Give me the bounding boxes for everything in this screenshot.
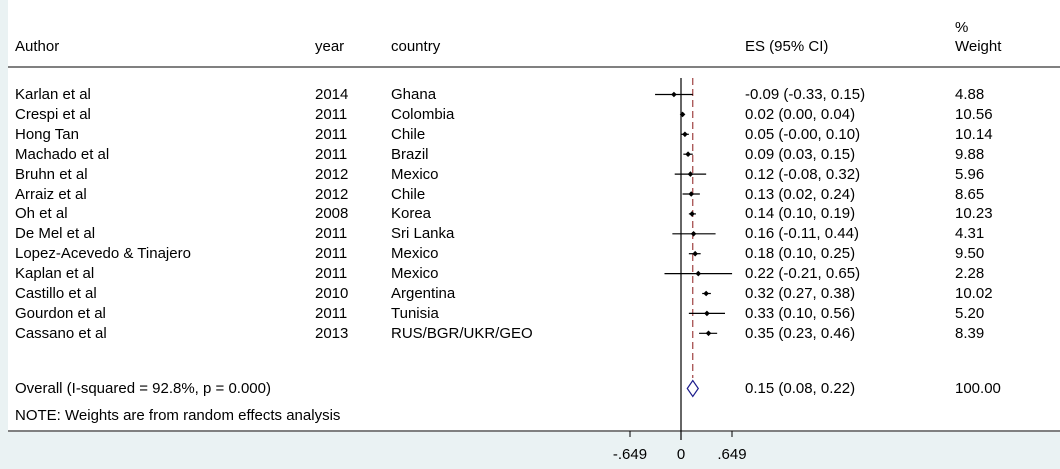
study-es: 0.33 (0.10, 0.56) [745, 304, 856, 322]
study-es: 0.12 (-0.08, 0.32) [745, 165, 861, 183]
study-weight: 9.88 [955, 145, 985, 163]
study-author: Machado et al [15, 145, 110, 163]
study-es: 0.13 (0.02, 0.24) [745, 185, 856, 203]
study-point [704, 310, 710, 317]
study-year: 2011 [315, 145, 348, 163]
study-es: 0.14 (0.10, 0.19) [745, 205, 856, 223]
overall-es: 0.15 (0.08, 0.22) [745, 380, 856, 397]
study-author: Karlan et al [15, 86, 91, 103]
study-year: 2012 [315, 185, 349, 203]
study-author: Gourdon et al [15, 304, 106, 322]
study-country: Colombia [391, 105, 455, 123]
study-es: 0.05 (-0.00, 0.10) [745, 125, 861, 143]
study-weight: 10.14 [955, 125, 993, 143]
study-point [685, 151, 691, 157]
plot-panel [8, 0, 1060, 432]
overall-weight: 100.00 [955, 380, 1001, 397]
study-year: 2010 [315, 285, 349, 302]
study-author: Crespi et al [15, 105, 91, 123]
study-weight: 5.96 [955, 165, 985, 183]
study-weight: 5.20 [955, 304, 985, 322]
study-es: 0.32 (0.27, 0.38) [745, 285, 856, 302]
study-year: 2011 [315, 304, 348, 322]
study-point [690, 231, 697, 237]
study-weight: 10.02 [955, 285, 993, 302]
study-es: 0.35 (0.23, 0.46) [745, 324, 856, 342]
study-point [692, 250, 698, 257]
study-weight: 9.50 [955, 245, 985, 263]
x-tick-label: .649 [717, 446, 746, 463]
header-weight: Weight [955, 38, 1002, 55]
study-point [689, 211, 695, 217]
study-point [705, 330, 712, 337]
study-author: De Mel et al [15, 225, 96, 243]
study-year: 2011 [315, 225, 348, 243]
study-author: Arraiz et al [15, 185, 87, 203]
x-tick-label: 0 [677, 446, 685, 463]
study-weight: 4.88 [955, 86, 985, 103]
study-country: Mexico [391, 265, 439, 283]
study-point [682, 131, 688, 138]
study-author: Hong Tan [15, 125, 79, 143]
x-tick-label: -.649 [613, 446, 647, 463]
study-es: 0.09 (0.03, 0.15) [745, 145, 856, 163]
study-point [688, 191, 695, 197]
header-country: country [391, 38, 441, 55]
study-author: Castillo et al [15, 285, 97, 302]
study-year: 2012 [315, 165, 349, 183]
study-weight: 8.65 [955, 185, 985, 203]
study-country: Chile [391, 185, 426, 203]
study-es: 0.22 (-0.21, 0.65) [745, 265, 861, 283]
study-year: 2011 [315, 245, 348, 263]
study-year: 2011 [315, 265, 348, 283]
study-point [695, 270, 702, 277]
study-country: Brazil [391, 145, 429, 163]
study-point [671, 91, 677, 98]
study-year: 2011 [315, 105, 348, 123]
study-weight: 8.39 [955, 324, 985, 342]
study-year: 2011 [315, 125, 348, 143]
study-year: 2013 [315, 324, 349, 342]
study-year: 2014 [315, 86, 349, 103]
study-author: Oh et al [15, 205, 68, 223]
study-country: RUS/BGR/UKR/GEO [391, 324, 533, 342]
study-author: Lopez-Acevedo & Tinajero [15, 245, 191, 263]
study-author: Kaplan et al [15, 265, 95, 283]
study-country: Mexico [391, 165, 439, 183]
study-weight: 10.23 [955, 205, 993, 223]
study-es: -0.09 (-0.33, 0.15) [745, 86, 866, 103]
header-year: year [315, 38, 345, 55]
header-weight-pct: % [955, 19, 969, 36]
study-country: Argentina [391, 285, 456, 302]
study-country: Korea [391, 205, 432, 223]
header-es: ES (95% CI) [745, 38, 829, 55]
study-weight: 2.28 [955, 265, 985, 283]
study-point [687, 171, 694, 177]
note-text: NOTE: Weights are from random effects an… [15, 407, 341, 424]
study-country: Tunisia [391, 304, 439, 322]
study-country: Chile [391, 125, 426, 143]
study-year: 2008 [315, 205, 349, 223]
overall-diamond [686, 379, 700, 398]
study-country: Sri Lanka [391, 225, 455, 243]
study-point [679, 111, 686, 118]
study-es: 0.16 (-0.11, 0.44) [745, 225, 859, 243]
study-weight: 4.31 [955, 225, 985, 243]
study-author: Bruhn et al [15, 165, 88, 183]
study-author: Cassano et al [15, 324, 107, 342]
header-author: Author [15, 38, 60, 55]
study-weight: 10.56 [955, 105, 993, 123]
study-country: Ghana [391, 86, 437, 103]
study-point [703, 290, 709, 297]
study-es: 0.18 (0.10, 0.25) [745, 245, 856, 263]
overall-label: Overall (I-squared = 92.8%, p = 0.000) [15, 380, 271, 397]
study-country: Mexico [391, 245, 439, 263]
study-es: 0.02 (0.00, 0.04) [745, 105, 856, 123]
